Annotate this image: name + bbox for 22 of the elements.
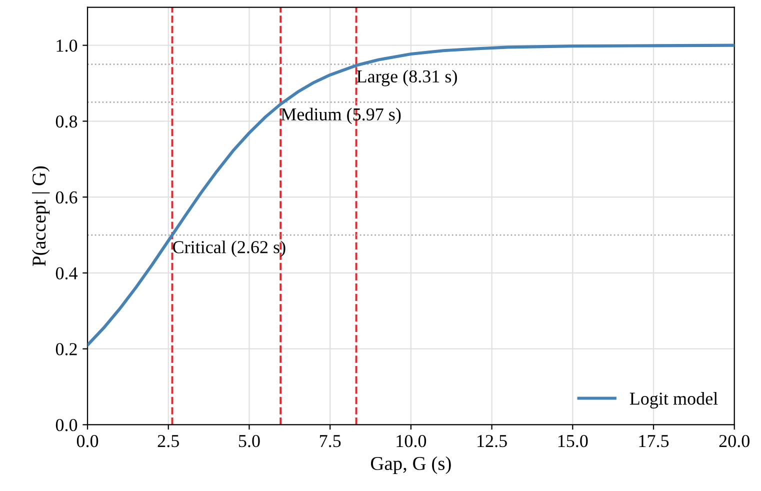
line-series (88, 44, 734, 347)
y-axis-title: P(accept | G) (32, 166, 50, 266)
x-tick-label: 2.5 (158, 435, 179, 448)
x-tick-label: 20.0 (719, 434, 750, 448)
annotation: Critical (2.62 s) (172, 240, 286, 257)
x-tick-label: 7.5 (320, 435, 341, 448)
y-tick-label: 0.4 (56, 267, 78, 280)
x-tick-label: 5.0 (238, 434, 260, 448)
y-tick-label: 1.0 (56, 40, 78, 52)
x-tick-label: 15.0 (558, 434, 588, 448)
annotation: Medium (5.97 s) (281, 108, 401, 124)
y-tick-label: 0.2 (56, 343, 77, 356)
y-tick-label: 0.6 (56, 191, 78, 204)
y-tick-label: 0.8 (56, 115, 78, 128)
annotation: Large (8.31 s) (356, 70, 457, 86)
x-tick-label: 12.5 (478, 435, 507, 448)
x-tick-label: 10.0 (396, 434, 426, 448)
x-axis-title: Gap, G (s) (370, 456, 451, 474)
x-tick-label: 0.0 (76, 434, 98, 448)
x-tick-label: 17.5 (639, 435, 669, 448)
y-tick-label: 0.0 (56, 418, 78, 432)
legend-label: Logit model (630, 392, 718, 408)
